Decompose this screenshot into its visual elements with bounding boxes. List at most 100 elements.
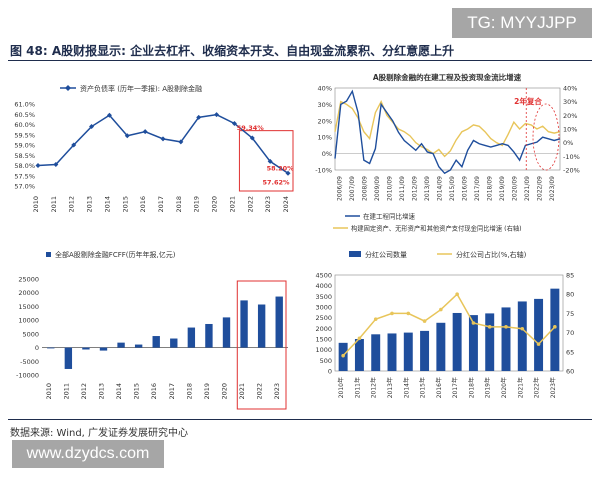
x-tick-label: 2022/09: [536, 176, 543, 201]
dividend-count-bar: [501, 307, 511, 371]
x-tick-label: 2009/09: [374, 176, 381, 201]
x-tick-label: 2010/09: [386, 176, 393, 201]
x-tick-label: 2011: [50, 196, 58, 213]
x-tick-label: 2014年: [402, 377, 410, 398]
x-tick-label: 2020/09: [511, 176, 518, 201]
y-tick-label: 10000: [18, 317, 39, 325]
debt-ratio-point: [160, 136, 166, 142]
x-tick-label: 2010: [45, 383, 53, 400]
x-tick-label: 2012: [68, 196, 76, 213]
x-tick-label: 2021/09: [524, 176, 531, 201]
chart-fcff-svg: 全部A股剔除金融FCFF(历年年报,亿元) -10000 -5000 0 5000 100…: [16, 250, 288, 410]
highlight-ellipse: [532, 103, 560, 171]
legend-label: 全部A股剔除金融FCFF(历年年报,亿元): [55, 250, 176, 259]
fcff-bar: [64, 347, 73, 369]
y-tick-label: 3000: [315, 304, 332, 312]
x-tick-label: 2015/09: [449, 176, 456, 201]
x-tick-label: 2019: [203, 383, 211, 400]
y-tick-label: 15000: [18, 303, 39, 311]
construction-growth-line: [334, 89, 561, 175]
y-tick-label: 20000: [18, 289, 39, 297]
y-tick-label: 0: [35, 344, 39, 352]
dividend-count-bar: [534, 298, 544, 371]
x-tick-label: 2012/09: [411, 176, 418, 201]
data-label: 57.62%: [262, 178, 290, 186]
watermark-bottom: www.dzydcs.com: [12, 440, 164, 468]
x-tick-label: 2016: [150, 383, 158, 400]
y-tick-label: 57.0%: [14, 183, 35, 191]
legend-label: 在建工程同比增速: [363, 212, 416, 221]
fcff-bar: [275, 296, 283, 348]
chart-capex-svg: A股剔除金融的在建工程及投资现金流比增速 -10% 0% 10% 20% 30% 40% -2…: [315, 72, 580, 233]
x-tick-label: 2013: [98, 383, 106, 400]
x-tick-label: 2008/09: [361, 176, 368, 201]
x-tick-label: 2015: [121, 196, 129, 213]
debt-ratio-point: [89, 124, 95, 130]
chart-dividend-svg: 分红公司数量 分红公司占比(%,右轴) 0 500 1000 1500 2000 2500 30…: [315, 250, 574, 398]
x-tick-label: 2020: [221, 383, 229, 400]
y-tick-label: 58.0%: [14, 162, 35, 170]
title-rule: [8, 60, 592, 61]
fcff-bar: [257, 304, 266, 348]
dividend-share-point: [536, 342, 541, 346]
y2-tick-label: 20%: [563, 112, 577, 120]
y-tick-label: 59.0%: [14, 142, 35, 150]
x-tick-label: 2018/09: [486, 176, 493, 201]
chart-fcff: 全部A股剔除金融FCFF(历年年报,亿元) -10000 -5000 0 5000 100…: [8, 245, 293, 417]
y2-tick-label: 65: [566, 348, 574, 356]
debt-ratio-point: [35, 163, 41, 168]
dividend-count-bar: [517, 301, 527, 371]
x-tick-label: 2011: [62, 383, 70, 400]
chart-debt-ratio-svg: 资产负债率 (历年一季报): A股剔除金融 57.0% 57.5% 58.0% 58.5…: [14, 84, 295, 213]
fcff-bar: [222, 317, 231, 348]
legend-swatch: [349, 251, 361, 257]
fcff-bar: [240, 300, 248, 348]
fcff-bar: [170, 338, 178, 348]
x-tick-label: 2019: [193, 196, 201, 213]
x-tick-label: 2023/09: [549, 176, 556, 201]
dividend-share-point: [504, 325, 508, 329]
y2-tick-label: 0%: [563, 139, 573, 147]
source-rule: [8, 419, 592, 420]
y2-tick-label: 40%: [563, 85, 577, 93]
y2-tick-label: 70: [566, 329, 574, 337]
y2-tick-label: 30%: [563, 98, 577, 106]
y-tick-label: 40%: [318, 85, 332, 93]
dividend-share-line: [342, 292, 556, 357]
legend-diamond-marker: [65, 85, 71, 91]
y-tick-label: 57.5%: [14, 172, 35, 180]
x-tick-label: 2018年: [467, 377, 475, 398]
fcff-bar: [82, 347, 90, 350]
chart-dividend: 分红公司数量 分红公司占比(%,右轴) 0 500 1000 1500 2000 2500 30…: [305, 245, 590, 417]
y-tick-label: 500: [320, 357, 332, 365]
chart-capex: A股剔除金融的在建工程及投资现金流比增速 -10% 0% 10% 20% 30% 40% -2…: [305, 66, 590, 241]
y2-tick-label: -20%: [563, 167, 580, 175]
x-tick-label: 2017/09: [474, 176, 481, 201]
dividend-share-point: [373, 317, 378, 321]
debt-ratio-point: [106, 112, 112, 118]
x-tick-label: 2021: [238, 383, 246, 400]
x-tick-label: 2010年: [337, 377, 345, 398]
dividend-share-point: [471, 321, 476, 325]
x-tick-label: 2020年: [500, 377, 508, 398]
y-tick-label: 4500: [315, 272, 332, 280]
x-tick-label: 2017: [168, 383, 176, 400]
x-tick-label: 2013年: [386, 377, 394, 398]
x-tick-label: 2024: [282, 196, 290, 213]
watermark-top: TG: MYYJJPP: [452, 8, 592, 38]
legend-swatch: [46, 252, 51, 257]
debt-ratio-point: [285, 170, 291, 176]
x-tick-label: 2012年: [370, 377, 378, 398]
y-tick-label: 0: [328, 368, 332, 376]
x-tick-label: 2015年: [419, 377, 427, 398]
highlight-box: [236, 280, 287, 410]
dividend-share-point: [390, 311, 394, 316]
dividend-share-point: [357, 336, 362, 341]
fcff-bar: [205, 323, 213, 348]
fcff-bar: [117, 342, 125, 348]
y-tick-label: 60.0%: [14, 121, 35, 129]
x-tick-label: 2021: [228, 196, 236, 213]
y-tick-label: -5000: [20, 358, 39, 366]
dividend-share-point: [553, 325, 557, 329]
data-label: 58.20%: [267, 164, 295, 172]
